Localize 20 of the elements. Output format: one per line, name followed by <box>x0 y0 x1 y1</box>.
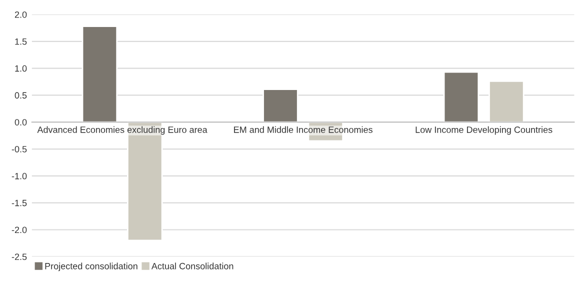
bar <box>488 80 524 123</box>
x-tick-label: EM and Middle Income Economies <box>234 126 372 133</box>
y-tick-label: -1.5 <box>12 200 27 206</box>
bar <box>127 121 163 242</box>
y-tick-label: -2.5 <box>12 254 27 260</box>
y-tick-label: 1.5 <box>15 38 27 45</box>
y-tick-label: -0.5 <box>12 146 27 152</box>
bar <box>443 71 480 123</box>
x-tick-label: Advanced Economies excluding Euro area <box>37 126 208 135</box>
y-tick-label: 2.0 <box>14 11 27 18</box>
bar <box>262 88 298 123</box>
y-tick-label: -1.0 <box>12 172 27 180</box>
x-tick-label: Low Income Developing Countries <box>416 126 552 135</box>
y-tick-label: 1.0 <box>15 65 27 72</box>
bar <box>82 26 118 123</box>
y-tick-label: 0.0 <box>14 119 27 126</box>
y-tick-label: 0.5 <box>14 92 27 99</box>
legend-label: Projected consolidation <box>45 262 138 272</box>
legend-label: Actual Consolidation <box>151 262 234 270</box>
y-tick-label: -2.0 <box>12 226 27 234</box>
